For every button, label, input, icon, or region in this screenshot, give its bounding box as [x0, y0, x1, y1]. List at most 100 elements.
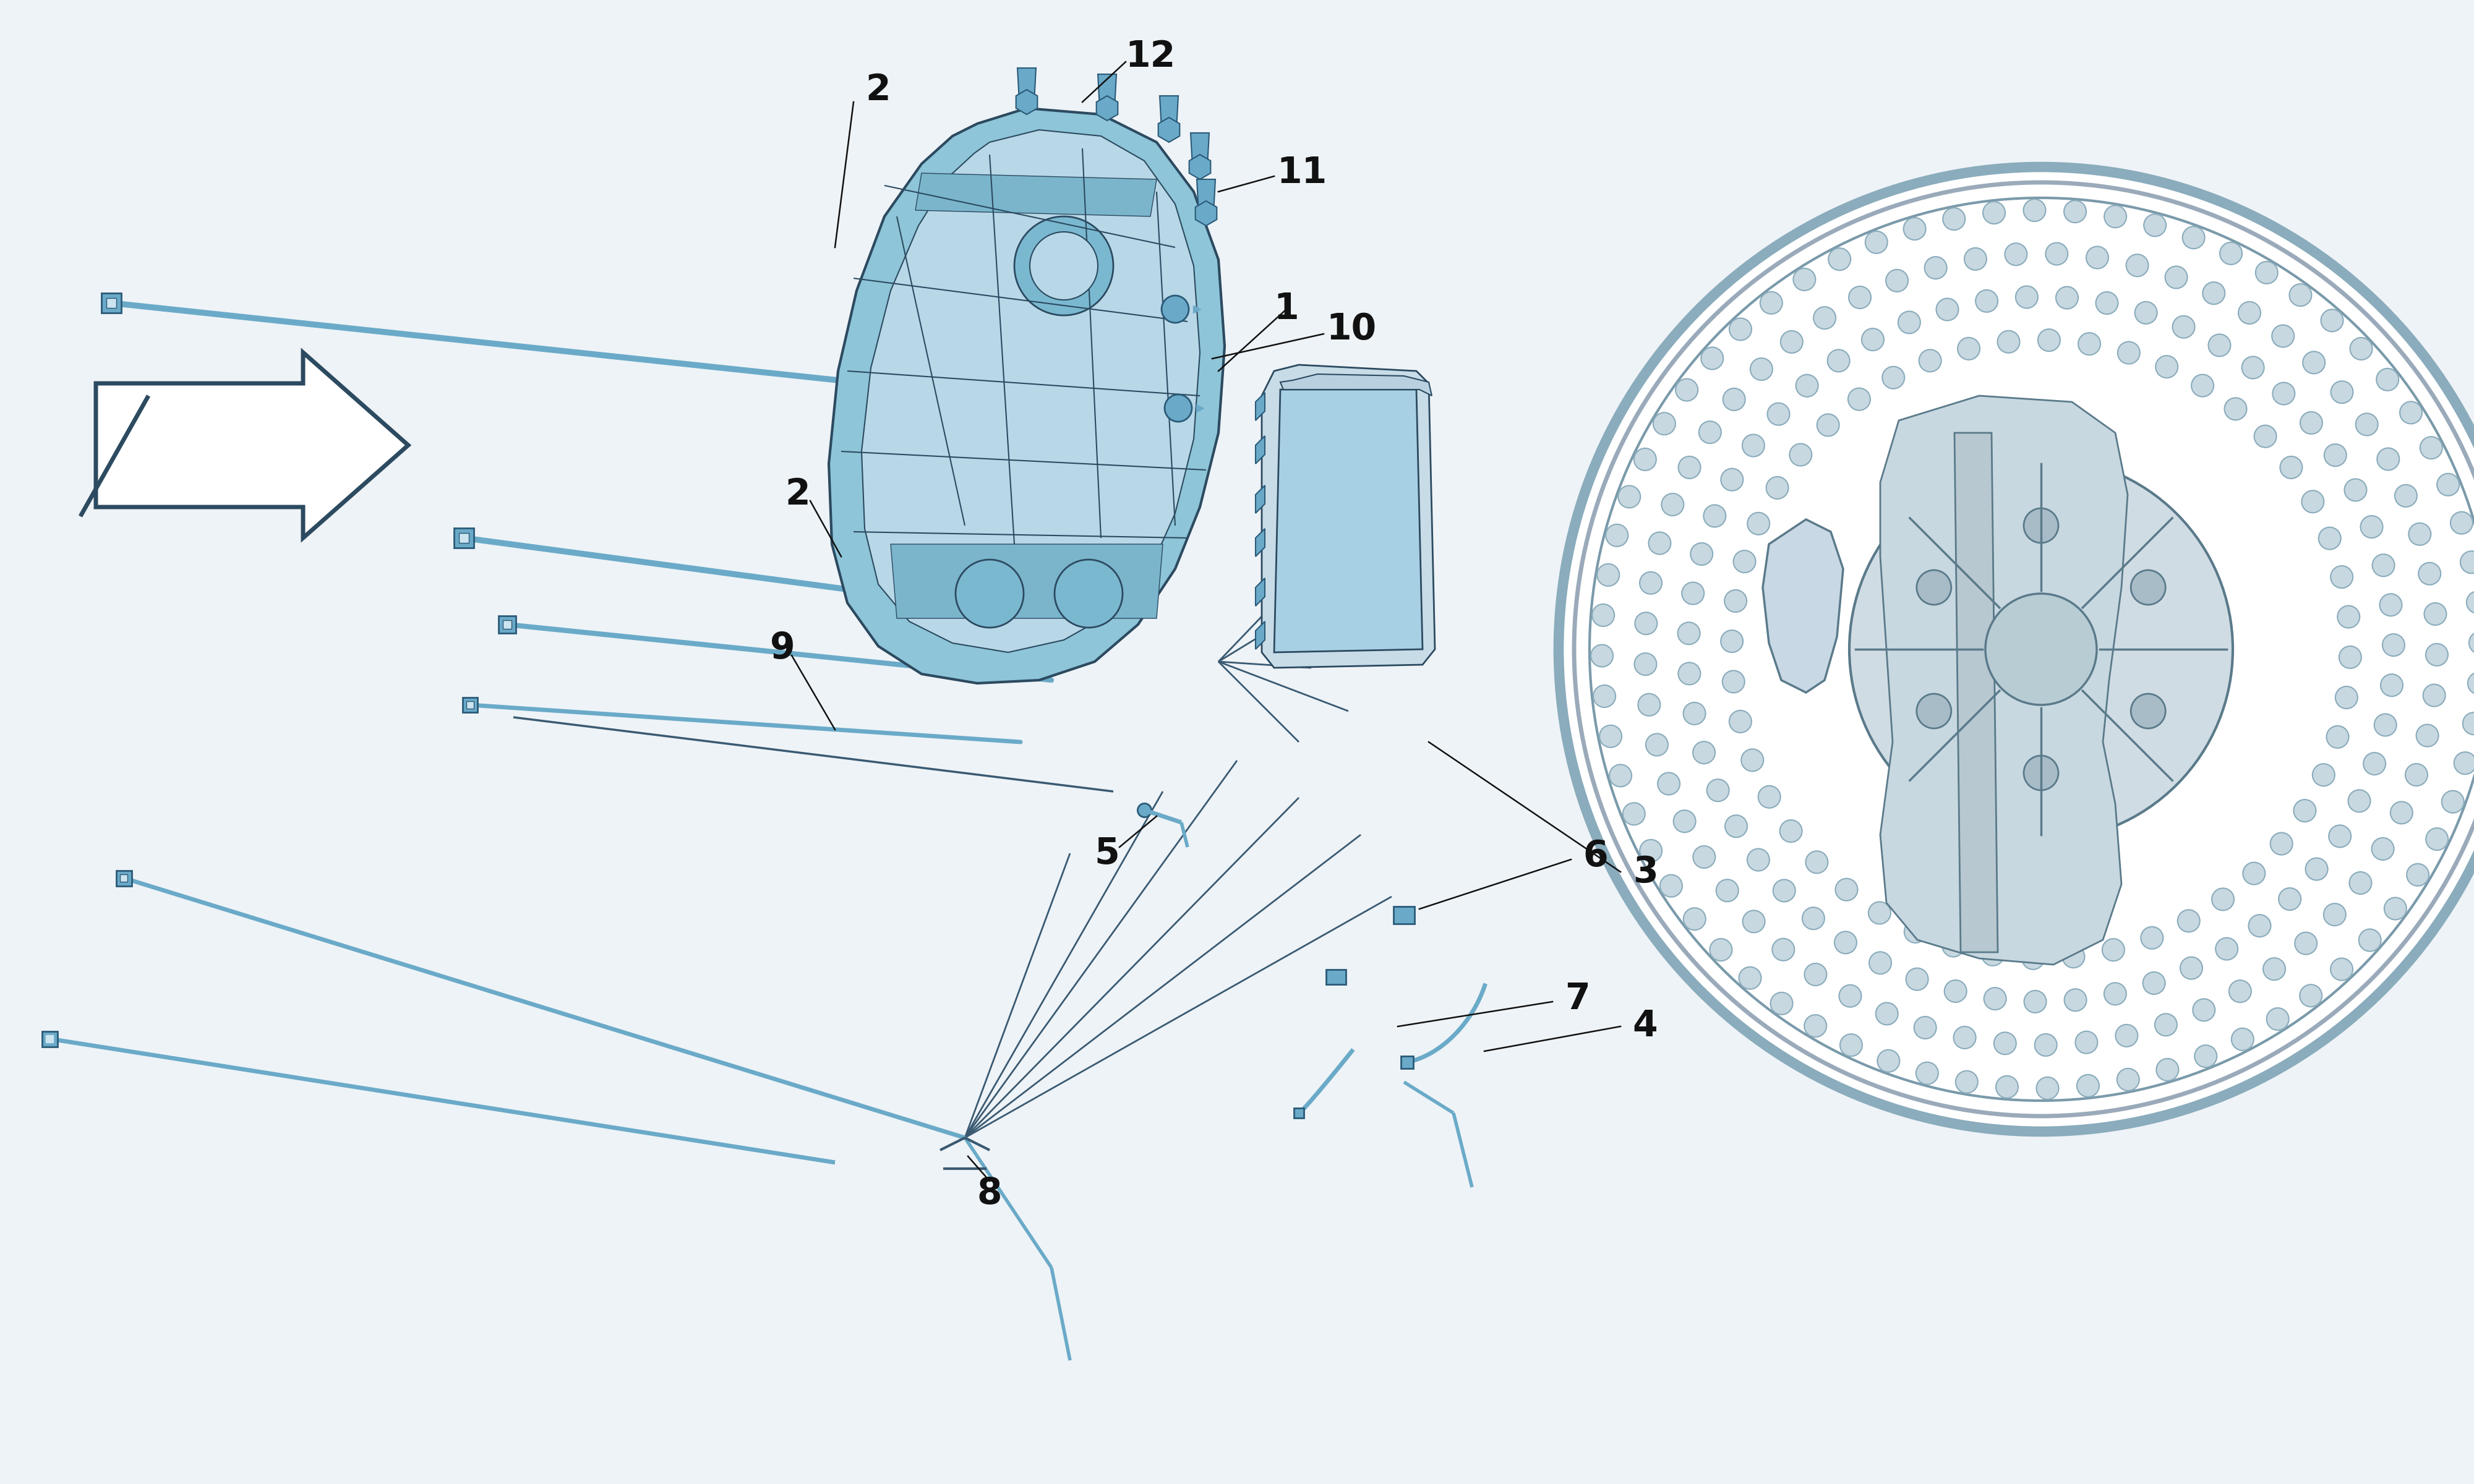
Circle shape [2140, 926, 2162, 948]
Circle shape [1692, 742, 1714, 764]
Circle shape [2293, 800, 2316, 822]
Circle shape [1766, 404, 1789, 426]
Text: 3: 3 [1633, 855, 1658, 889]
Circle shape [1806, 850, 1828, 873]
Circle shape [1759, 292, 1781, 315]
Circle shape [1633, 448, 1655, 470]
Circle shape [1771, 938, 1794, 960]
Circle shape [2130, 693, 2165, 729]
Circle shape [1707, 779, 1729, 801]
Circle shape [2407, 864, 2429, 886]
Circle shape [2321, 309, 2343, 331]
Circle shape [1915, 1017, 1937, 1039]
Circle shape [2301, 411, 2323, 433]
Circle shape [2348, 789, 2370, 812]
Circle shape [1804, 963, 1826, 985]
Circle shape [2373, 554, 2395, 576]
Circle shape [2331, 959, 2353, 981]
Circle shape [2331, 565, 2353, 588]
Circle shape [1878, 1049, 1900, 1071]
Text: 7: 7 [1564, 981, 1591, 1017]
Circle shape [1635, 613, 1658, 635]
Circle shape [1606, 524, 1628, 546]
Circle shape [1601, 726, 1623, 748]
Circle shape [2078, 332, 2100, 355]
Text: 2: 2 [784, 476, 811, 512]
Circle shape [1984, 594, 2098, 705]
Circle shape [2046, 243, 2068, 266]
Circle shape [2378, 368, 2400, 390]
Circle shape [2145, 214, 2167, 236]
Circle shape [1742, 435, 1764, 457]
Circle shape [1905, 968, 1927, 990]
Polygon shape [1262, 365, 1435, 668]
Circle shape [2378, 448, 2400, 470]
Circle shape [1598, 564, 1620, 586]
Circle shape [1710, 939, 1732, 962]
Circle shape [2350, 871, 2373, 893]
Circle shape [2420, 436, 2442, 459]
Circle shape [2390, 801, 2412, 824]
Circle shape [1851, 457, 2232, 841]
Circle shape [2180, 957, 2202, 979]
Circle shape [1722, 631, 1744, 653]
Polygon shape [1880, 396, 2128, 965]
Polygon shape [1158, 117, 1180, 142]
Text: 5: 5 [1094, 835, 1121, 871]
Circle shape [1813, 307, 1836, 329]
Circle shape [2373, 838, 2395, 861]
Circle shape [2177, 910, 2199, 932]
FancyBboxPatch shape [106, 298, 116, 307]
Circle shape [2212, 889, 2234, 911]
Circle shape [2395, 485, 2417, 508]
Circle shape [2249, 914, 2271, 936]
Polygon shape [1017, 89, 1037, 114]
Circle shape [2182, 227, 2204, 249]
Circle shape [1898, 312, 1920, 334]
Circle shape [2063, 200, 2086, 223]
Circle shape [1937, 298, 1959, 321]
FancyBboxPatch shape [502, 620, 512, 629]
Circle shape [1682, 908, 1705, 930]
Circle shape [1984, 202, 2006, 224]
Circle shape [1611, 764, 1633, 787]
Circle shape [1771, 993, 1794, 1015]
Circle shape [2323, 904, 2345, 926]
Circle shape [1682, 702, 1705, 724]
Text: 4: 4 [1633, 1009, 1658, 1045]
Circle shape [2024, 755, 2058, 789]
Circle shape [2427, 828, 2449, 850]
Circle shape [2034, 1034, 2056, 1057]
Polygon shape [1761, 519, 1843, 693]
Polygon shape [1257, 485, 1264, 513]
Circle shape [2358, 929, 2380, 951]
Circle shape [2281, 456, 2303, 478]
Circle shape [1591, 644, 1613, 666]
Circle shape [2375, 714, 2397, 736]
Circle shape [1593, 604, 1616, 626]
Circle shape [1690, 543, 1712, 565]
Circle shape [1648, 533, 1670, 555]
Circle shape [2326, 726, 2348, 748]
Circle shape [1692, 846, 1714, 868]
Circle shape [2209, 334, 2232, 356]
Circle shape [2232, 1028, 2254, 1051]
Circle shape [1675, 378, 1697, 401]
Circle shape [2301, 491, 2323, 513]
Circle shape [2288, 283, 2311, 306]
Circle shape [1954, 1027, 1977, 1049]
Circle shape [1848, 387, 1870, 410]
Circle shape [2229, 979, 2251, 1002]
Circle shape [2165, 266, 2187, 288]
Text: 1: 1 [1274, 291, 1299, 326]
Circle shape [1954, 1071, 1977, 1094]
Polygon shape [861, 129, 1200, 653]
Circle shape [2274, 383, 2296, 405]
Circle shape [1836, 879, 1858, 901]
Circle shape [2157, 1058, 2180, 1080]
Circle shape [2192, 374, 2214, 396]
Circle shape [1925, 257, 1947, 279]
Circle shape [1014, 217, 1113, 315]
Polygon shape [1257, 528, 1264, 556]
FancyBboxPatch shape [460, 533, 470, 543]
